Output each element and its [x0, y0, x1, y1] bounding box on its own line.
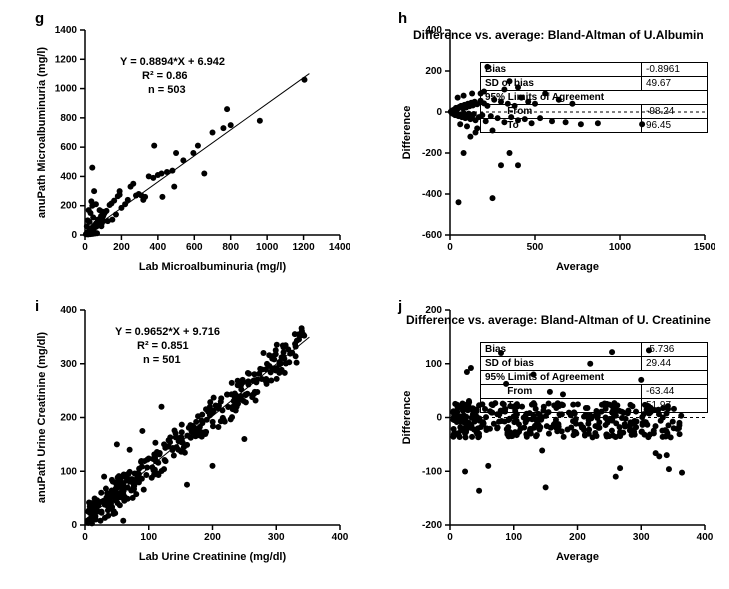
- svg-text:800: 800: [60, 113, 77, 124]
- svg-text:anuPath Microalbuminuria (mg/l: anuPath Microalbuminuria (mg/l): [36, 47, 48, 218]
- svg-text:Y = 0.8894*X + 6.942: Y = 0.8894*X + 6.942: [120, 56, 225, 68]
- svg-text:-200: -200: [422, 520, 442, 531]
- svg-text:400: 400: [60, 171, 77, 182]
- svg-text:600: 600: [186, 242, 203, 253]
- svg-text:R² = 0.851: R² = 0.851: [137, 340, 189, 352]
- svg-text:1000: 1000: [55, 84, 78, 95]
- svg-text:200: 200: [425, 305, 442, 316]
- svg-text:400: 400: [60, 305, 77, 316]
- svg-text:-400: -400: [422, 189, 442, 200]
- svg-text:Difference: Difference: [401, 391, 413, 445]
- svg-text:-100: -100: [422, 466, 442, 477]
- svg-text:1000: 1000: [609, 242, 632, 253]
- svg-text:200: 200: [204, 532, 221, 543]
- svg-text:1500: 1500: [694, 242, 715, 253]
- svg-text:100: 100: [140, 532, 157, 543]
- svg-text:400: 400: [150, 242, 167, 253]
- svg-text:1200: 1200: [55, 54, 78, 65]
- svg-text:Average: Average: [556, 261, 599, 273]
- svg-text:400: 400: [425, 25, 442, 36]
- svg-text:1400: 1400: [329, 242, 350, 253]
- svg-text:1200: 1200: [292, 242, 315, 253]
- svg-text:0: 0: [447, 242, 453, 253]
- svg-text:0: 0: [447, 532, 453, 543]
- svg-text:-600: -600: [422, 230, 442, 241]
- svg-text:100: 100: [425, 359, 442, 370]
- svg-text:0: 0: [82, 242, 88, 253]
- svg-text:0: 0: [436, 107, 442, 118]
- svg-text:200: 200: [113, 242, 130, 253]
- svg-text:-200: -200: [422, 148, 442, 159]
- svg-text:0: 0: [436, 413, 442, 424]
- svg-text:800: 800: [222, 242, 239, 253]
- svg-text:n = 501: n = 501: [143, 354, 181, 366]
- svg-text:Difference: Difference: [401, 106, 413, 160]
- svg-text:300: 300: [268, 532, 285, 543]
- svg-text:200: 200: [60, 413, 77, 424]
- svg-text:1000: 1000: [256, 242, 279, 253]
- svg-text:400: 400: [332, 532, 349, 543]
- svg-text:200: 200: [569, 532, 586, 543]
- panel-g-chart: 0 200 400 600 800 1000 1200 1400 0 200 400 600 800 10…: [30, 20, 350, 280]
- svg-text:400: 400: [697, 532, 714, 543]
- svg-text:Lab Urine Creatinine (mg/dl): Lab Urine Creatinine (mg/dl): [139, 551, 287, 563]
- svg-text:0: 0: [71, 230, 77, 241]
- svg-text:n = 503: n = 503: [148, 84, 186, 96]
- svg-text:300: 300: [60, 359, 77, 370]
- figure-root: g h i j Difference vs. average: Bland-Al…: [0, 0, 729, 589]
- svg-text:Y = 0.9652*X + 9.716: Y = 0.9652*X + 9.716: [115, 326, 220, 338]
- svg-text:200: 200: [425, 66, 442, 77]
- svg-text:0: 0: [71, 520, 77, 531]
- svg-text:1400: 1400: [55, 25, 78, 36]
- panel-h-chart: 0 500 1000 1500 -600 -400 -200 0 200 400 Average Di…: [395, 20, 715, 280]
- svg-text:anuPath Urine Creatinine (mg/d: anuPath Urine Creatinine (mg/dl): [36, 332, 48, 503]
- svg-text:0: 0: [82, 532, 88, 543]
- svg-text:200: 200: [60, 201, 77, 212]
- svg-text:500: 500: [527, 242, 544, 253]
- svg-text:300: 300: [633, 532, 650, 543]
- panel-i-chart: 0 100 200 300 400 0 100 200 300 400 Lab Urine Crea…: [30, 300, 350, 570]
- svg-text:100: 100: [505, 532, 522, 543]
- svg-text:100: 100: [60, 466, 77, 477]
- svg-text:600: 600: [60, 142, 77, 153]
- svg-text:R² = 0.86: R² = 0.86: [142, 70, 188, 82]
- panel-j-chart: 0 100 200 300 400 -200 -100 0 100 200 Average Diffe…: [395, 300, 715, 570]
- svg-text:Lab Microalbuminuria (mg/l): Lab Microalbuminuria (mg/l): [139, 261, 287, 273]
- svg-text:Average: Average: [556, 551, 599, 563]
